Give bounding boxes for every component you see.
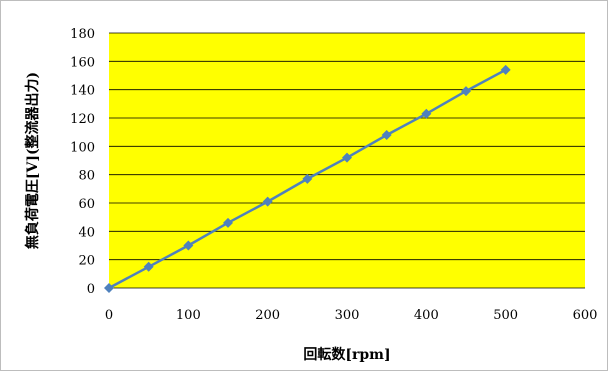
y-tick-label: 120 [70,112,95,127]
data-point [302,173,313,184]
data-point [342,152,352,163]
y-tick-label: 40 [78,225,95,240]
data-point [223,217,233,228]
y-tick-label: 180 [70,27,95,42]
y-tick-label: 20 [78,254,95,269]
x-axis-title: 回転数[rpm] [303,346,390,363]
data-point [381,130,392,140]
x-tick-label: 200 [255,308,280,323]
x-tick-label: 400 [414,308,439,323]
x-tick-label: 100 [176,308,201,323]
data-point [262,196,273,207]
y-tick-label: 60 [78,197,95,212]
data-point [104,283,114,293]
y-tick-label: 100 [70,140,95,155]
x-tick-label: 0 [105,308,113,323]
data-point [421,108,432,119]
x-tick-label: 500 [493,308,518,323]
y-tick-labels: 0 20 40 60 80 100 120 140 160 180 [70,27,95,297]
y-tick-label: 0 [87,282,95,297]
data-point [461,86,471,97]
x-tick-label: 300 [335,308,360,323]
y-tick-label: 80 [78,169,95,184]
data-point [183,240,194,251]
data-point [500,64,511,75]
y-axis-title: 無負荷電圧[V](整流器出力) [24,72,41,249]
y-tick-label: 160 [70,55,95,70]
x-tick-label: 600 [573,308,598,323]
gridlines [109,32,585,289]
x-tick-labels: 0 100 200 300 400 500 600 [105,308,598,323]
y-tick-label: 140 [70,84,95,99]
data-point [143,261,154,272]
series-markers [104,64,511,293]
